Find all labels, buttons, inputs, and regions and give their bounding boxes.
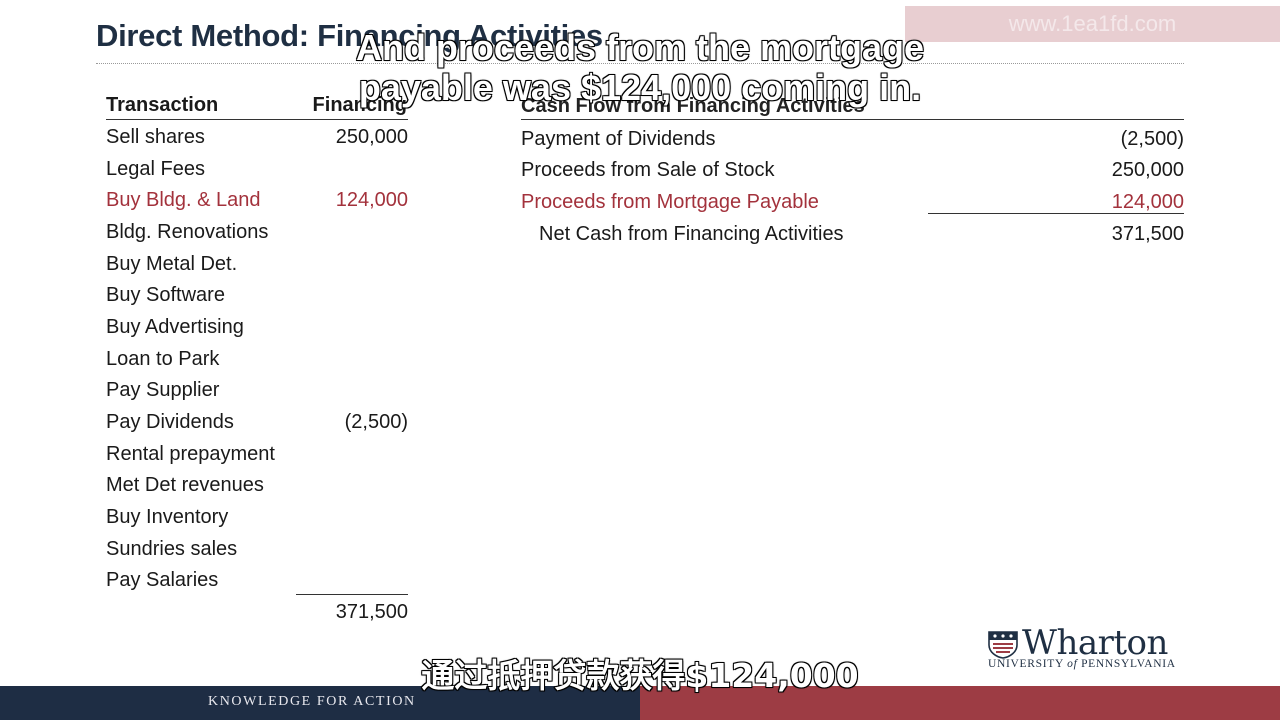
table-row: Buy Software [106,284,408,314]
total-rule [296,594,408,595]
table-row: Sell shares 250,000 [106,126,408,156]
logo-wordmark: Wharton [1022,623,1168,663]
row-value: 124,000 [335,189,408,211]
row-value: (2,500) [1120,128,1184,150]
cash-flow-header: Cash Flow from Financing Activities [521,95,865,117]
cash-flow-row: Proceeds from Sale of Stock 250,000 [521,159,1184,189]
row-label: Pay Salaries [106,569,219,591]
row-label: Sell shares [106,126,205,148]
right-table-header-rule [521,119,1184,120]
logo-sub-b: PENNSYLVANIA [1077,658,1176,670]
financing-total: 371,500 [335,601,408,623]
row-label: Buy Software [106,284,225,306]
footer-bar-maroon [640,686,1280,720]
row-value: 250,000 [335,126,408,148]
chinese-subtitle: 通过抵押贷款获得$124,000 [421,655,860,696]
row-label: Net Cash from Financing Activities [539,223,844,245]
table-row: Bldg. Renovations [106,221,408,251]
table-row-highlighted: Buy Bldg. & Land 124,000 [106,189,408,219]
row-label: Proceeds from Sale of Stock [521,159,775,181]
table-row: Pay Supplier [106,379,408,409]
footer-tagline: KNOWLEDGE FOR ACTION [208,694,416,709]
row-label: Pay Dividends [106,411,234,433]
title-divider [96,63,1184,64]
logo-sub-a: UNIVERSITY [988,658,1068,670]
table-row: Loan to Park [106,348,408,378]
table-row: Pay Salaries [106,569,408,599]
row-label: Met Det revenues [106,474,264,496]
logo-subtitle: UNIVERSITY of PENNSYLVANIA [988,658,1176,670]
row-label: Proceeds from Mortgage Payable [521,191,819,213]
row-label: Payment of Dividends [521,128,716,150]
net-cash-rule [928,213,1184,214]
table-row: Legal Fees [106,158,408,188]
header-transaction: Transaction [106,94,219,116]
footer-bar-navy [0,686,640,720]
header-financing: Financing [312,94,407,116]
row-value: 371,500 [1111,223,1184,245]
cash-flow-row: Payment of Dividends (2,500) [521,128,1184,158]
subtitle-line-1: And proceeds from the mortgage [355,27,925,69]
row-label: Buy Bldg. & Land [106,189,261,211]
table-row: Buy Inventory [106,506,408,536]
table-row: Sundries sales [106,538,408,568]
cash-flow-row-highlighted: Proceeds from Mortgage Payable 124,000 [521,191,1184,221]
row-label: Sundries sales [106,538,238,560]
table-row: Rental prepayment [106,443,408,473]
logo-sub-of: of [1067,658,1078,670]
row-label: Buy Metal Det. [106,253,238,275]
shield-icon [988,631,1018,659]
english-subtitle: And proceeds from the mortgage payable w… [300,27,980,109]
left-table-header-rule [106,119,408,120]
row-label: Pay Supplier [106,379,220,401]
table-row: Buy Advertising [106,316,408,346]
row-label: Buy Advertising [106,316,244,338]
net-cash-row: Net Cash from Financing Activities 371,5… [521,223,1184,253]
slide-title: Direct Method: Financing Activities [96,18,603,53]
row-label: Legal Fees [106,158,205,180]
row-value: (2,500) [344,411,408,433]
table-row: Buy Metal Det. [106,253,408,283]
wharton-logo: Wharton UNIVERSITY of PENNSYLVANIA [988,623,1193,673]
table-row: Pay Dividends (2,500) [106,411,408,441]
table-row: Met Det revenues [106,474,408,504]
row-label: Buy Inventory [106,506,229,528]
row-label: Loan to Park [106,348,220,370]
row-value: 250,000 [1111,159,1184,181]
watermark: www.1ea1fd.com [905,6,1280,42]
row-label: Rental prepayment [106,443,275,465]
row-value: 124,000 [1111,191,1184,213]
row-label: Bldg. Renovations [106,221,269,243]
subtitle-line-2: payable was $124,000 coming in. [358,67,922,109]
